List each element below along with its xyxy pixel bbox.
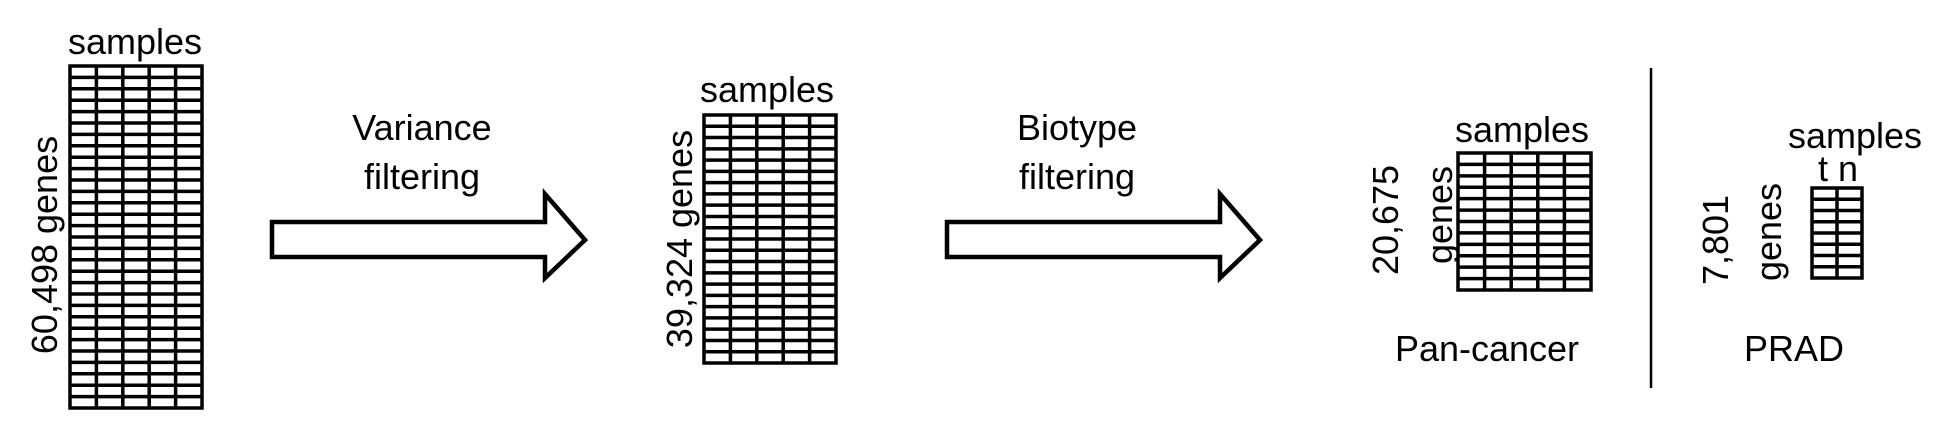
pancancer-genes-count: 20,675: [1365, 165, 1406, 275]
matrix-39324: samples 39,324 genes: [659, 69, 838, 365]
matrix-grid-large: [68, 64, 204, 410]
matrix-pancancer: samples 20,675 genes Pan-cancer: [1365, 109, 1593, 369]
prad-caption: PRAD: [1744, 328, 1844, 369]
stage2-samples-label: samples: [700, 69, 834, 110]
matrix-grid-medium: [702, 113, 838, 365]
biotype-label-line2: filtering: [1019, 156, 1135, 197]
biotype-label-line1: Biotype: [1017, 107, 1137, 148]
matrix-grid-prad: [1810, 186, 1864, 280]
stage1-samples-label: samples: [68, 21, 202, 62]
matrix-60498: samples 60,498 genes: [24, 21, 204, 410]
prad-genes-count: 7,801: [1695, 195, 1736, 285]
right-arrow-icon: [944, 187, 1264, 284]
pancancer-samples-label: samples: [1455, 109, 1589, 150]
variance-label-line2: filtering: [364, 156, 480, 197]
matrix-prad: samples t n 7,801 genes PRAD: [1695, 115, 1922, 369]
stage1-genes-label: 60,498 genes: [24, 136, 65, 354]
prad-genes-word: genes: [1748, 183, 1789, 281]
stage2-genes-label: 39,324 genes: [659, 130, 700, 348]
biotype-filtering-step: Biotype filtering: [944, 107, 1264, 284]
variance-filtering-step: Variance filtering: [269, 107, 589, 284]
prad-tumor-label: t: [1818, 148, 1828, 189]
prad-samples-label: samples: [1788, 115, 1922, 156]
right-arrow-icon: [269, 187, 589, 284]
variance-label-line1: Variance: [352, 107, 491, 148]
prad-normal-label: n: [1838, 148, 1858, 189]
matrix-grid-pancancer: [1456, 151, 1593, 292]
pancancer-caption: Pan-cancer: [1395, 328, 1579, 369]
pancancer-genes-word: genes: [1419, 166, 1460, 264]
